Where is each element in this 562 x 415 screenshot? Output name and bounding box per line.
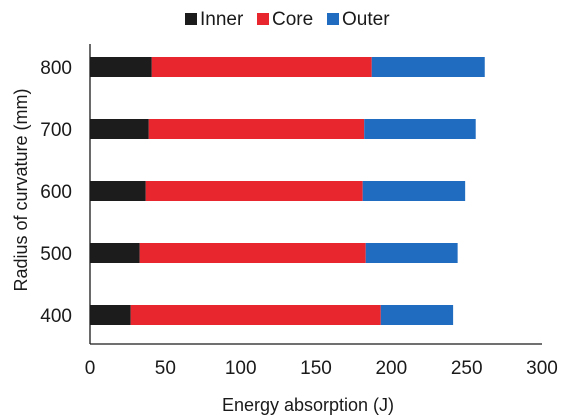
y-tick-label-700: 700 xyxy=(40,120,72,141)
legend-label-inner: Inner xyxy=(200,9,244,30)
legend-swatch-core xyxy=(257,13,269,25)
bar-outer-700 xyxy=(364,119,476,139)
x-tick-label-0: 0 xyxy=(85,358,96,379)
legend-swatch-inner xyxy=(185,13,197,25)
x-tick-label-250: 250 xyxy=(451,358,483,379)
x-tick-label-100: 100 xyxy=(225,358,257,379)
bar-outer-800 xyxy=(371,57,485,77)
bar-outer-500 xyxy=(365,243,458,263)
bar-inner-600 xyxy=(90,181,146,201)
bar-inner-800 xyxy=(90,57,152,77)
bar-inner-400 xyxy=(90,305,131,325)
legend-label-outer: Outer xyxy=(342,9,390,30)
legend-label-core: Core xyxy=(272,9,313,30)
x-tick-label-200: 200 xyxy=(375,358,407,379)
x-tick-label-50: 50 xyxy=(155,358,176,379)
bar-core-500 xyxy=(139,243,366,263)
bar-outer-400 xyxy=(380,305,454,325)
x-tick-labels: 0 50 100 150 200 250 300 xyxy=(85,358,558,379)
bar-core-700 xyxy=(148,119,365,139)
y-tick-labels: 400 500 600 700 800 xyxy=(40,58,72,327)
x-tick-label-300: 300 xyxy=(526,358,558,379)
y-tick-label-800: 800 xyxy=(40,58,72,79)
bar-core-800 xyxy=(151,57,372,77)
y-tick-label-500: 500 xyxy=(40,244,72,265)
bar-core-400 xyxy=(130,305,381,325)
y-tick-label-400: 400 xyxy=(40,306,72,327)
bars xyxy=(90,57,485,325)
bar-outer-600 xyxy=(362,181,466,201)
x-tick-label-150: 150 xyxy=(300,358,332,379)
legend: Inner Core Outer xyxy=(185,9,390,30)
axes xyxy=(89,44,542,345)
bar-inner-500 xyxy=(90,243,140,263)
y-tick-label-600: 600 xyxy=(40,182,72,203)
x-axis-title: Energy absorption (J) xyxy=(222,395,394,415)
legend-swatch-outer xyxy=(327,13,339,25)
bar-inner-700 xyxy=(90,119,149,139)
y-axis-title: Radius of curvature (mm) xyxy=(11,88,31,291)
bar-core-600 xyxy=(145,181,363,201)
